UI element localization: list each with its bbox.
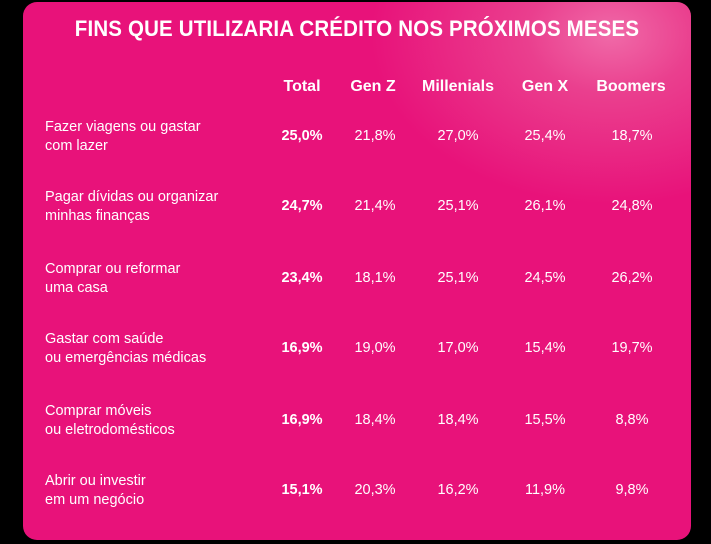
row-label-line: em um negócio — [45, 492, 145, 508]
cell-total: 16,9% — [281, 340, 323, 356]
cell-gen-z: 21,4% — [354, 198, 396, 214]
row-label-line: Fazer viagens ou gastar — [45, 119, 201, 135]
cell-gen-z: 18,1% — [354, 270, 396, 286]
row-label-line: ou emergências médicas — [45, 350, 207, 366]
cell-total: 24,7% — [281, 198, 323, 214]
cell-total: 16,9% — [281, 412, 323, 428]
row-label-line: minhas finanças — [45, 208, 150, 224]
row-label: Pagar dívidas ou organizar minhas finanç… — [45, 188, 275, 226]
table-row: Abrir ou investir em um negócio 15,1% 20… — [23, 472, 691, 512]
row-label-line: Gastar com saúde — [45, 331, 164, 347]
cell-gen-x: 15,4% — [524, 340, 566, 356]
table-row: Fazer viagens ou gastar com lazer 25,0% … — [23, 118, 691, 158]
cell-total: 25,0% — [281, 128, 323, 144]
chart-title: FINS QUE UTILIZARIA CRÉDITO NOS PRÓXIMOS… — [74, 16, 640, 41]
row-label-line: Pagar dívidas ou organizar — [45, 189, 219, 205]
table-row: Pagar dívidas ou organizar minhas finanç… — [23, 188, 691, 228]
row-label-line: Comprar ou reformar — [45, 261, 181, 277]
column-header-total: Total — [283, 78, 321, 95]
cell-millenials: 25,1% — [437, 270, 479, 286]
cell-gen-z: 19,0% — [354, 340, 396, 356]
table-row: Gastar com saúde ou emergências médicas … — [23, 330, 691, 370]
cell-gen-z: 18,4% — [354, 412, 396, 428]
column-header-gen-x: Gen X — [521, 78, 569, 95]
column-header-millenials: Millenials — [421, 78, 495, 95]
row-label: Fazer viagens ou gastar com lazer — [45, 118, 275, 156]
table-row: Comprar ou reformar uma casa 23,4% 18,1%… — [23, 260, 691, 300]
row-label-line: uma casa — [45, 280, 108, 296]
cell-boomers: 19,7% — [611, 340, 653, 356]
cell-boomers: 26,2% — [611, 270, 653, 286]
cell-gen-x: 26,1% — [524, 198, 566, 214]
row-label: Abrir ou investir em um negócio — [45, 472, 275, 510]
chart-card: FINS QUE UTILIZARIA CRÉDITO NOS PRÓXIMOS… — [23, 2, 691, 540]
cell-total: 15,1% — [281, 482, 323, 498]
row-label-line: Comprar móveis — [45, 403, 152, 419]
cell-boomers: 8,8% — [615, 412, 649, 428]
cell-total: 23,4% — [281, 270, 323, 286]
cell-gen-x: 24,5% — [524, 270, 566, 286]
cell-millenials: 25,1% — [437, 198, 479, 214]
cell-gen-x: 11,9% — [524, 482, 566, 498]
cell-millenials: 16,2% — [437, 482, 479, 498]
row-label-line: Abrir ou investir — [45, 473, 146, 489]
table-row: Comprar móveis ou eletrodomésticos 16,9%… — [23, 402, 691, 442]
cell-millenials: 27,0% — [437, 128, 479, 144]
cell-gen-z: 20,3% — [354, 482, 396, 498]
cell-boomers: 9,8% — [615, 482, 649, 498]
column-header-boomers: Boomers — [596, 78, 666, 95]
cell-gen-z: 21,8% — [354, 128, 396, 144]
cell-gen-x: 25,4% — [524, 128, 566, 144]
row-label-line: ou eletrodomésticos — [45, 422, 175, 438]
row-label-line: com lazer — [45, 138, 108, 154]
row-label: Comprar ou reformar uma casa — [45, 260, 275, 298]
cell-boomers: 24,8% — [611, 198, 653, 214]
cell-gen-x: 15,5% — [524, 412, 566, 428]
cell-millenials: 17,0% — [437, 340, 479, 356]
column-header-gen-z: Gen Z — [350, 78, 396, 95]
cell-millenials: 18,4% — [437, 412, 479, 428]
row-label: Comprar móveis ou eletrodomésticos — [45, 402, 275, 440]
cell-boomers: 18,7% — [611, 128, 653, 144]
row-label: Gastar com saúde ou emergências médicas — [45, 330, 275, 368]
